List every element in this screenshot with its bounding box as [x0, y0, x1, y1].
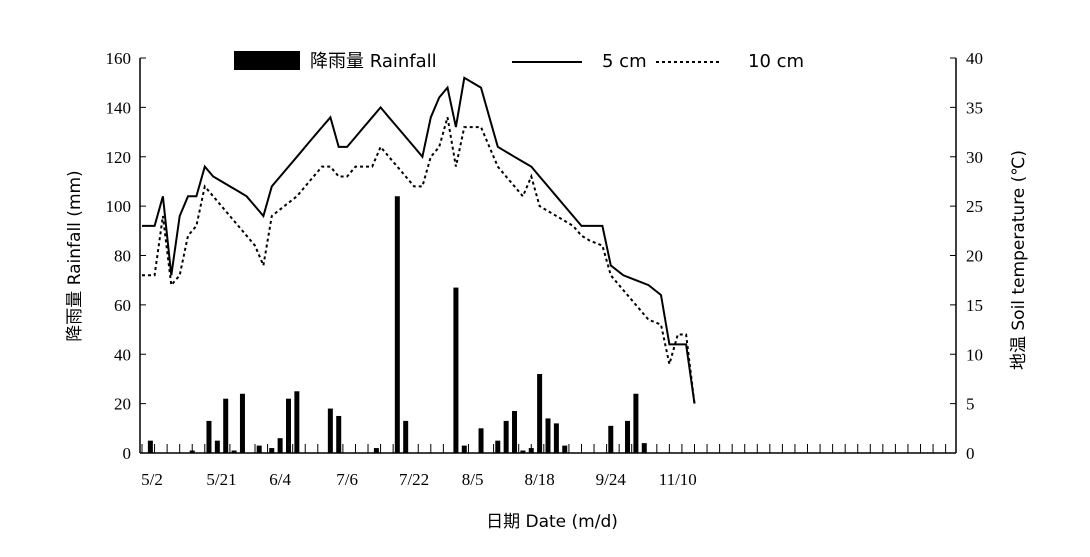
- rainfall-bar: [608, 425, 614, 453]
- x-tick-label: 8/18: [525, 470, 555, 489]
- x-axis-title: 日期 Date (m/d): [486, 512, 618, 532]
- rainfall-bar: [461, 445, 467, 453]
- y-right-tick-label: 25: [966, 197, 983, 216]
- rainfall-bar: [625, 420, 631, 453]
- y-left-tick-label: 100: [106, 197, 132, 216]
- y-left-tick-label: 20: [114, 395, 131, 414]
- y-right-axis-title: 地温 Soil temperature (℃): [1009, 150, 1029, 370]
- y-right-tick-label: 35: [966, 98, 983, 117]
- rainfall-bar: [528, 448, 534, 453]
- rainfall-bar: [512, 411, 518, 453]
- rainfall-bar: [269, 448, 275, 453]
- rainfall-bar: [633, 393, 639, 453]
- y-left-axis-title: 降雨量 Rainfall (mm): [65, 170, 85, 341]
- y-left-tick-label: 80: [114, 247, 131, 266]
- x-tick-label: 11/10: [659, 470, 697, 489]
- y-right-tick-label: 0: [966, 444, 975, 463]
- legend-5cm-label: 5 cm: [602, 51, 647, 72]
- rainfall-bar: [189, 450, 195, 453]
- rainfall-bar: [285, 398, 291, 453]
- rainfall-bar: [478, 428, 484, 453]
- rainfall-bar: [453, 287, 459, 453]
- x-tick-label: 5/21: [206, 470, 236, 489]
- x-tick-label: 8/5: [462, 470, 484, 489]
- rainfall-bar: [206, 420, 212, 453]
- y-left-tick-label: 40: [114, 345, 131, 364]
- rainfall-bars-layer: [147, 196, 647, 453]
- x-tick-label: 9/24: [596, 470, 627, 489]
- y-right-tick-label: 15: [966, 296, 983, 315]
- x-tick-label: 7/22: [399, 470, 429, 489]
- rainfall-bar: [403, 420, 409, 453]
- y-left-tick-label: 120: [106, 148, 132, 167]
- x-tick-label: 5/2: [141, 470, 163, 489]
- y-right-tick-label: 40: [966, 49, 983, 68]
- rainfall-bar: [223, 398, 229, 453]
- legend: 降雨量 Rainfall 5 cm 10 cm: [234, 51, 804, 72]
- y-left-tick-label: 60: [114, 296, 131, 315]
- legend-10cm-label: 10 cm: [748, 51, 804, 72]
- rainfall-bar: [495, 440, 501, 453]
- rainfall-bar: [503, 420, 509, 453]
- rainfall-bar: [553, 423, 559, 453]
- rainfall-bar: [214, 440, 220, 453]
- x-tick-label: 7/6: [336, 470, 358, 489]
- series-line-5cm: [142, 76, 696, 404]
- y-right-tick-label: 5: [966, 395, 975, 414]
- x-tick-label: 6/4: [269, 470, 291, 489]
- y-left-tick-label: 140: [106, 98, 132, 117]
- rainfall-bar: [336, 415, 342, 453]
- rainfall-bar: [373, 448, 379, 453]
- rainfall-bar: [231, 450, 237, 453]
- y-right-tick-label: 30: [966, 148, 983, 167]
- y-right-tick-label: 10: [966, 345, 983, 364]
- axes-layer: 0 20 40 60 80 100 120 140 160 0 5 10 15 20 25 30 35 40 5/2…: [106, 49, 984, 489]
- rainfall-bar: [294, 391, 300, 453]
- rainfall-bar: [256, 445, 262, 453]
- rainfall-bar: [545, 418, 551, 453]
- legend-rain-label: 降雨量 Rainfall: [310, 51, 437, 72]
- rainfall-bar: [239, 393, 245, 453]
- rainfall-bar: [327, 408, 333, 453]
- rainfall-bar: [147, 440, 153, 453]
- y-left-tick-label: 160: [106, 49, 132, 68]
- temperature-lines-layer: [142, 76, 696, 404]
- legend-rain-swatch: [234, 51, 300, 70]
- rainfall-bar: [641, 443, 647, 453]
- y-left-tick-label: 0: [123, 444, 132, 463]
- series-line-10cm: [142, 117, 696, 404]
- rainfall-bar: [277, 438, 283, 453]
- rainfall-bar: [562, 445, 568, 453]
- y-right-tick-label: 20: [966, 247, 983, 266]
- rainfall-bar: [520, 450, 526, 453]
- rainfall-bar: [537, 374, 543, 453]
- rainfall-bar: [394, 196, 400, 453]
